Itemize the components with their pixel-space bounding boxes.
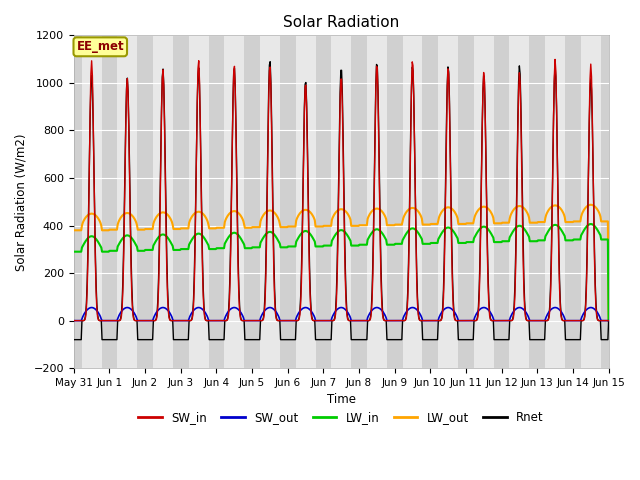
Bar — [180, 36, 189, 368]
Bar — [82, 36, 102, 368]
Legend: SW_in, SW_out, LW_in, LW_out, Rnet: SW_in, SW_out, LW_in, LW_out, Rnet — [134, 407, 548, 429]
Bar — [367, 36, 387, 368]
Bar — [109, 36, 117, 368]
Bar — [224, 36, 244, 368]
Bar — [288, 36, 296, 368]
Bar — [252, 36, 260, 368]
Bar — [466, 36, 474, 368]
Bar — [438, 36, 458, 368]
Bar — [538, 36, 545, 368]
Bar — [351, 36, 359, 368]
Bar — [502, 36, 509, 368]
Bar — [323, 36, 332, 368]
Bar — [74, 36, 82, 368]
Bar — [529, 36, 538, 368]
Bar — [173, 36, 180, 368]
Bar — [581, 36, 601, 368]
Bar — [316, 36, 323, 368]
Bar — [458, 36, 466, 368]
Bar — [395, 36, 403, 368]
Bar — [403, 36, 422, 368]
Bar — [422, 36, 430, 368]
Bar — [601, 36, 609, 368]
Bar — [332, 36, 351, 368]
Bar — [573, 36, 581, 368]
Bar — [387, 36, 395, 368]
X-axis label: Time: Time — [326, 394, 356, 407]
Bar — [145, 36, 153, 368]
Bar — [494, 36, 502, 368]
Bar — [189, 36, 209, 368]
Bar — [102, 36, 109, 368]
Bar — [244, 36, 252, 368]
Bar — [117, 36, 137, 368]
Bar — [359, 36, 367, 368]
Title: Solar Radiation: Solar Radiation — [283, 15, 399, 30]
Bar — [509, 36, 529, 368]
Bar — [260, 36, 280, 368]
Y-axis label: Solar Radiation (W/m2): Solar Radiation (W/m2) — [15, 133, 28, 271]
Bar — [474, 36, 494, 368]
Bar — [137, 36, 145, 368]
Bar — [153, 36, 173, 368]
Bar — [545, 36, 565, 368]
Text: EE_met: EE_met — [76, 40, 124, 53]
Bar — [565, 36, 573, 368]
Bar — [296, 36, 316, 368]
Bar — [280, 36, 288, 368]
Bar — [430, 36, 438, 368]
Bar — [216, 36, 224, 368]
Bar — [209, 36, 216, 368]
